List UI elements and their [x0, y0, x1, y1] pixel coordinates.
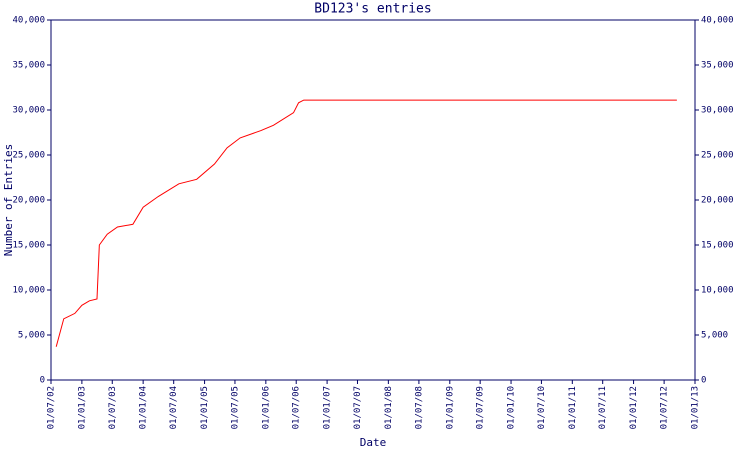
y2-tick-label: 0: [701, 376, 706, 386]
y-tick-label: 10,000: [12, 286, 45, 296]
y2-tick-label: 15,000: [701, 241, 734, 251]
y-tick-label: 5,000: [18, 331, 45, 341]
x-tick-label: 01/07/08: [414, 386, 424, 429]
plot-frame: [50, 19, 696, 381]
x-tick-label: 01/01/05: [200, 386, 210, 429]
x-axis-title: Date: [360, 436, 387, 449]
x-tick-label: 01/01/07: [323, 386, 333, 429]
y2-tick-label: 10,000: [701, 286, 734, 296]
x-tick-label: 01/07/07: [353, 386, 363, 429]
x-tick-label: 01/07/05: [230, 386, 240, 429]
x-tick-label: 01/07/09: [476, 386, 486, 429]
y2-tick-label: 35,000: [701, 61, 734, 71]
x-tick-label: 01/01/06: [261, 386, 271, 429]
x-tick-label: 01/07/03: [108, 386, 118, 429]
x-tick-label: 01/01/11: [568, 386, 578, 429]
x-tick-label: 01/01/04: [139, 386, 149, 429]
x-tick-label: 01/07/11: [598, 386, 608, 429]
chart-title: BD123's entries: [314, 2, 431, 17]
x-tick-label: 01/07/10: [537, 386, 547, 429]
x-tick-label: 01/01/08: [384, 386, 394, 429]
data-line: [55, 99, 677, 347]
y2-tick-label: 20,000: [701, 196, 734, 206]
x-tick-label: 01/07/04: [169, 386, 179, 429]
y-tick-label: 0: [40, 376, 45, 386]
x-tick-label: 01/07/12: [660, 386, 670, 429]
y-tick-label: 40,000: [12, 16, 45, 26]
x-tick-label: 01/01/09: [445, 386, 455, 429]
y-tick-label: 30,000: [12, 106, 45, 116]
y2-tick-label: 25,000: [701, 151, 734, 161]
x-tick-label: 01/07/06: [292, 386, 302, 429]
x-tick-label: 01/01/12: [629, 386, 639, 429]
x-tick-label: 01/01/10: [507, 386, 517, 429]
y-tick-label: 25,000: [12, 151, 45, 161]
y-axis-title: Number of Entries: [2, 144, 15, 257]
y2-tick-label: 5,000: [701, 331, 728, 341]
y-tick-label: 20,000: [12, 196, 45, 206]
x-tick-label: 01/07/02: [47, 386, 57, 429]
y2-tick-label: 40,000: [701, 16, 734, 26]
y2-tick-label: 30,000: [701, 106, 734, 116]
y-tick-label: 15,000: [12, 241, 45, 251]
x-tick-label: 01/01/13: [691, 386, 701, 429]
x-tick-label: 01/01/03: [77, 386, 87, 429]
y-tick-label: 35,000: [12, 61, 45, 71]
